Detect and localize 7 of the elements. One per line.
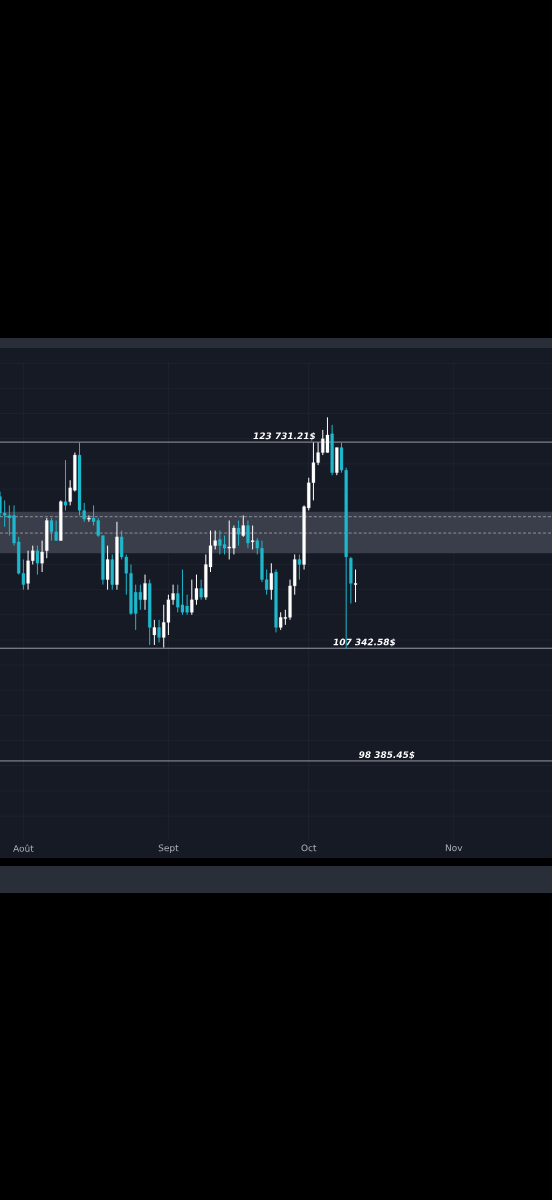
ref-line-label: 107 342.58$ [333, 638, 396, 647]
x-tick-label: Sept [158, 844, 179, 854]
x-tick-label: Oct [301, 844, 317, 852]
ref-line-label: 98 385.45$ [359, 751, 415, 760]
ref-line-label: 123 731.21$ [253, 432, 316, 441]
x-tick-label: Août [13, 844, 34, 852]
x-tick-label: Nov [445, 844, 463, 852]
